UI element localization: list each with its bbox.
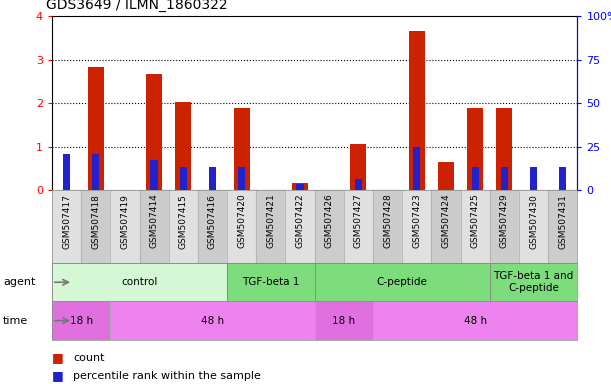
Text: GSM507429: GSM507429 <box>500 194 509 248</box>
Bar <box>296 184 304 190</box>
Bar <box>548 190 577 263</box>
Bar <box>233 108 250 190</box>
Bar <box>52 301 111 340</box>
Bar <box>52 263 227 301</box>
Text: GSM507428: GSM507428 <box>383 194 392 248</box>
Text: ■: ■ <box>52 351 64 364</box>
Text: GSM507416: GSM507416 <box>208 194 217 248</box>
Text: control: control <box>122 277 158 287</box>
Bar <box>344 190 373 263</box>
Text: 18 h: 18 h <box>70 316 93 326</box>
Bar <box>92 154 100 190</box>
Bar <box>490 190 519 263</box>
Text: GSM507427: GSM507427 <box>354 194 363 248</box>
Text: agent: agent <box>3 277 35 287</box>
Bar <box>373 190 402 263</box>
Bar <box>175 102 191 190</box>
Text: TGF-beta 1 and
C-peptide: TGF-beta 1 and C-peptide <box>494 271 574 293</box>
Bar <box>351 144 367 190</box>
Text: GSM507421: GSM507421 <box>266 194 276 248</box>
Text: GSM507418: GSM507418 <box>91 194 100 248</box>
Bar <box>227 190 256 263</box>
Text: GSM507419: GSM507419 <box>120 194 130 248</box>
Bar <box>52 301 111 340</box>
Text: percentile rank within the sample: percentile rank within the sample <box>73 371 261 381</box>
Bar <box>139 190 169 263</box>
Text: GSM507422: GSM507422 <box>296 194 304 248</box>
Bar <box>472 167 479 190</box>
Text: count: count <box>73 353 105 363</box>
Text: GSM507430: GSM507430 <box>529 194 538 248</box>
Text: ■: ■ <box>52 369 64 382</box>
Text: GSM507414: GSM507414 <box>150 194 159 248</box>
Bar <box>490 263 577 301</box>
Text: GSM507415: GSM507415 <box>179 194 188 248</box>
Bar <box>88 67 104 190</box>
Bar <box>52 263 227 301</box>
Text: GSM507426: GSM507426 <box>325 194 334 248</box>
Text: GSM507424: GSM507424 <box>442 194 450 248</box>
Text: GSM507420: GSM507420 <box>237 194 246 248</box>
Bar <box>209 167 216 190</box>
Bar <box>559 167 566 190</box>
Bar <box>227 263 315 301</box>
Bar <box>111 301 315 340</box>
Bar <box>292 183 308 190</box>
Text: C-peptide: C-peptide <box>377 277 428 287</box>
Text: 48 h: 48 h <box>201 316 224 326</box>
Bar <box>146 74 162 190</box>
Bar <box>438 162 454 190</box>
Bar <box>315 263 490 301</box>
Bar <box>315 301 373 340</box>
Bar <box>111 190 139 263</box>
Text: GSM507431: GSM507431 <box>558 194 567 248</box>
Bar <box>238 167 245 190</box>
Bar <box>402 190 431 263</box>
Bar <box>461 190 490 263</box>
Bar <box>519 190 548 263</box>
Bar <box>413 147 420 190</box>
Bar <box>490 263 577 301</box>
Bar <box>180 167 187 190</box>
Bar <box>315 190 344 263</box>
Bar <box>315 301 373 340</box>
Bar <box>111 301 315 340</box>
Bar <box>63 154 70 190</box>
Bar <box>409 31 425 190</box>
Bar <box>496 108 513 190</box>
Bar <box>81 190 111 263</box>
Bar <box>373 301 577 340</box>
Bar <box>373 301 577 340</box>
Bar <box>256 190 285 263</box>
Bar <box>530 167 537 190</box>
Text: GDS3649 / ILMN_1860322: GDS3649 / ILMN_1860322 <box>46 0 227 12</box>
Text: GSM507417: GSM507417 <box>62 194 71 248</box>
Bar <box>315 263 490 301</box>
Text: GSM507425: GSM507425 <box>470 194 480 248</box>
Bar <box>431 190 461 263</box>
Bar <box>285 190 315 263</box>
Bar <box>501 167 508 190</box>
Text: 18 h: 18 h <box>332 316 356 326</box>
Text: time: time <box>3 316 28 326</box>
Bar <box>52 190 81 263</box>
Bar <box>169 190 198 263</box>
Bar <box>467 108 483 190</box>
Bar <box>198 190 227 263</box>
Text: 48 h: 48 h <box>464 316 487 326</box>
Text: GSM507423: GSM507423 <box>412 194 422 248</box>
Text: TGF-beta 1: TGF-beta 1 <box>242 277 299 287</box>
Bar <box>355 179 362 190</box>
Bar <box>150 160 158 190</box>
Bar <box>227 263 315 301</box>
